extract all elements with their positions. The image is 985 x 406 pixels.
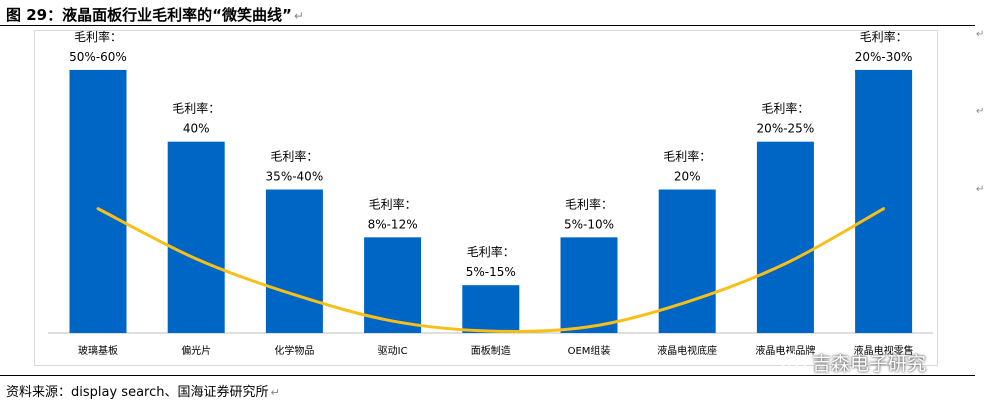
watermark: 吉森电子研究	[780, 348, 970, 376]
bar	[462, 285, 520, 333]
source-note: 资料来源：display search、国海证券研究所 ↵	[6, 381, 280, 400]
data-label-prefix: 毛利率：	[467, 244, 515, 259]
x-tick-label: 偏光片	[181, 344, 211, 357]
data-label-prefix: 毛利率：	[74, 29, 122, 44]
x-tick-label: 面板制造	[471, 344, 511, 357]
bar	[364, 237, 422, 333]
data-label-prefix: 毛利率：	[565, 196, 613, 211]
figure-title: 图 29：液晶面板行业毛利率的“微笑曲线” ↵	[6, 4, 304, 24]
bar	[658, 189, 716, 333]
data-label-prefix: 毛利率：	[663, 149, 711, 164]
data-label: 20%	[674, 170, 701, 184]
bar	[560, 237, 618, 333]
data-label: 5%-15%	[466, 265, 516, 279]
source-text: 资料来源：display search、国海证券研究所	[6, 385, 269, 400]
data-label: 8%-12%	[368, 217, 418, 231]
data-label-prefix: 毛利率：	[369, 196, 417, 211]
bar	[756, 141, 814, 333]
x-tick-label: 玻璃基板	[78, 344, 118, 357]
x-tick-label: 液晶电视底座	[657, 344, 717, 357]
data-label: 50%-60%	[69, 50, 127, 64]
data-label: 40%	[183, 122, 210, 136]
data-label-prefix: 毛利率：	[270, 149, 318, 164]
bar	[167, 141, 225, 333]
bar	[265, 189, 323, 333]
x-tick-label: 驱动IC	[378, 345, 408, 357]
data-label: 35%-40%	[266, 170, 324, 184]
data-label: 20%-25%	[757, 122, 815, 136]
bar	[855, 69, 913, 334]
smile-curve-line	[96, 207, 886, 333]
x-tick-label: 液晶电视品牌	[755, 344, 815, 357]
top-rule	[0, 25, 975, 26]
x-tick-label: OEM组装	[568, 344, 611, 357]
right-margin-mark: ↵	[976, 106, 985, 117]
chart-frame	[34, 30, 938, 366]
data-label-prefix: 毛利率：	[761, 101, 809, 116]
x-tick-label: 化学物品	[274, 344, 314, 357]
wechat-icon	[780, 353, 806, 371]
watermark-text: 吉森电子研究	[812, 352, 927, 375]
x-tick-label: 液晶电视零售	[854, 344, 914, 357]
data-label: 5%-10%	[564, 217, 614, 231]
bottom-rule	[0, 375, 975, 376]
data-label-prefix: 毛利率：	[172, 101, 220, 116]
bar	[69, 69, 127, 334]
right-margin-mark: ↵	[976, 29, 985, 40]
paragraph-mark: ↵	[293, 9, 304, 23]
figure-title-text: 图 29：液晶面板行业毛利率的“微笑曲线”	[6, 6, 292, 24]
data-label-prefix: 毛利率：	[860, 29, 908, 44]
source-paragraph-mark: ↵	[270, 386, 280, 399]
data-label: 20%-30%	[855, 50, 913, 64]
right-margin-mark: ↵	[976, 184, 985, 195]
